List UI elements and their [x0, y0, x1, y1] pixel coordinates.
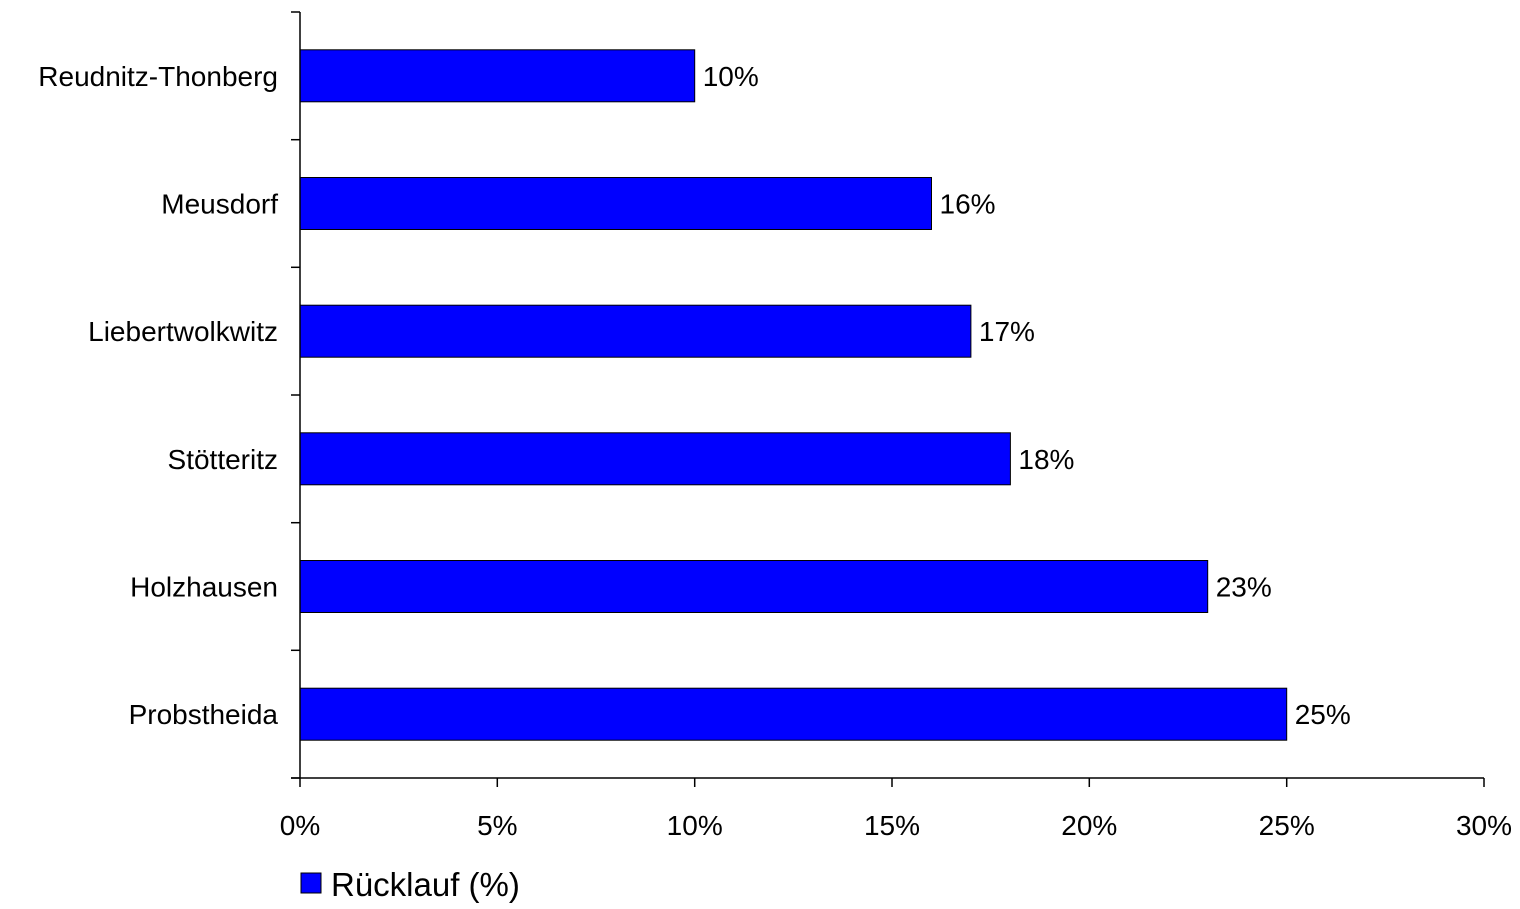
- x-tick-label-5: 25%: [1259, 810, 1315, 841]
- category-label-2: Liebertwolkwitz: [88, 316, 278, 347]
- data-label-3: 18%: [1018, 444, 1074, 475]
- x-tick-label-1: 5%: [477, 810, 517, 841]
- x-tick-label-3: 15%: [864, 810, 920, 841]
- legend: Rücklauf (%): [300, 866, 520, 903]
- x-tick-label-6: 30%: [1456, 810, 1512, 841]
- x-tick-label-2: 10%: [667, 810, 723, 841]
- bar-1: [299, 177, 932, 230]
- x-tick-label-0: 0%: [280, 810, 320, 841]
- legend-swatch: [300, 872, 322, 894]
- bar-2: [299, 304, 972, 358]
- bars-group: [299, 49, 1288, 741]
- data-label-1: 16%: [940, 189, 996, 220]
- bar-3: [299, 432, 1011, 486]
- category-label-5: Probstheida: [129, 699, 279, 730]
- data-label-4: 23%: [1216, 572, 1272, 603]
- bar-0: [299, 49, 696, 103]
- x-tick-label-4: 20%: [1061, 810, 1117, 841]
- legend-label: Rücklauf (%): [331, 866, 520, 903]
- axes-group: [291, 11, 1485, 787]
- category-label-0: Reudnitz-Thonberg: [38, 61, 278, 92]
- category-label-3: Stötteritz: [168, 444, 278, 475]
- category-label-4: Holzhausen: [130, 572, 278, 603]
- data-label-0: 10%: [703, 61, 759, 92]
- bar-4: [299, 560, 1209, 613]
- data-label-5: 25%: [1295, 699, 1351, 730]
- category-label-1: Meusdorf: [161, 189, 278, 220]
- labels-group: Reudnitz-Thonberg 10% Meusdorf 16% Liebertwo…: [38, 61, 1512, 841]
- data-label-2: 17%: [979, 316, 1035, 347]
- bar-5: [299, 687, 1288, 741]
